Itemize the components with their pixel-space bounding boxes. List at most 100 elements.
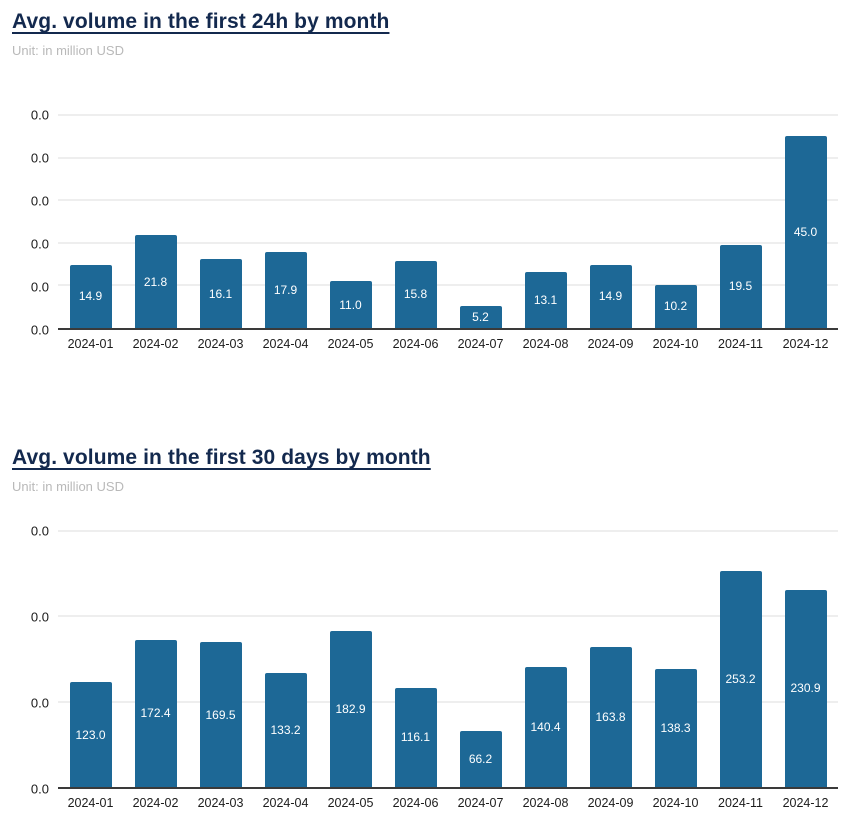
bar-value-label: 138.3: [660, 720, 691, 735]
bar-value-label: 182.9: [335, 701, 366, 716]
x-axis-label: 2024-09: [587, 796, 634, 810]
bar-2024-06: 15.8 2024-06: [393, 260, 438, 351]
bar-2024-07: 66.2 2024-07: [458, 730, 503, 810]
bar-value-label: 172.4: [140, 706, 171, 721]
gridline: [58, 615, 838, 617]
bar-value-label: 17.9: [273, 282, 298, 297]
bar-value-label: 123.0: [75, 727, 106, 742]
x-axis-label: 2024-12: [782, 796, 829, 810]
bar-value-label: 13.1: [533, 293, 558, 308]
plot-area-30d: 123.0 2024-01 172.4 2024-02 169.5 2024-03 133.…: [58, 530, 838, 810]
bar-2024-11: 19.5 2024-11: [718, 244, 763, 351]
bars-24h: 14.9 2024-01 21.8 2024-02 16.1 2024-03 17.9 202…: [58, 115, 838, 351]
bar-2024-05: 182.9 2024-05: [328, 630, 373, 810]
chart-subtitle-30d: Unit: in million USD: [12, 479, 124, 494]
bar-value-label: 253.2: [725, 671, 756, 686]
y-axis-tick-label: 0.0: [30, 279, 49, 295]
bar-value-label: 163.8: [595, 710, 626, 725]
chart-title-30d: Avg. volume in the first 30 days by mont…: [12, 446, 431, 469]
bar-value-label: 45.0: [793, 225, 818, 240]
bar-value-label: 5.2: [472, 309, 489, 324]
x-axis-label: 2024-08: [522, 337, 569, 351]
bar-value-label: 21.8: [143, 274, 168, 289]
bar-value-label: 230.9: [790, 681, 821, 696]
x-axis-label: 2024-10: [652, 337, 699, 351]
x-axis-label: 2024-07: [457, 337, 504, 351]
bar-value-label: 140.4: [530, 720, 561, 735]
y-axis-30d: 0.0 0.0 0.0 0.0: [12, 525, 58, 796]
bars-30d: 123.0 2024-01 172.4 2024-02 169.5 2024-03 133.…: [58, 531, 838, 810]
x-axis-label: 2024-05: [327, 796, 374, 810]
plot-area-24h: 14.9 2024-01 21.8 2024-02 16.1 2024-03 17.9 202…: [58, 114, 838, 351]
bar-value-label: 116.1: [400, 730, 431, 745]
x-axis-label: 2024-03: [197, 337, 244, 351]
y-axis-tick-label: 0.0: [30, 523, 49, 539]
gridline: [58, 157, 838, 159]
bar-value-label: 133.2: [270, 723, 301, 738]
x-axis-label: 2024-07: [457, 796, 504, 810]
bar-2024-01: 14.9 2024-01: [68, 264, 113, 351]
bar-value-label: 14.9: [78, 289, 103, 304]
x-axis-label: 2024-06: [392, 337, 439, 351]
bar-2024-08: 13.1 2024-08: [523, 272, 568, 351]
gridline: [58, 114, 838, 116]
bar-2024-03: 16.1 2024-03: [198, 259, 243, 351]
bar-value-label: 10.2: [663, 299, 688, 314]
bar-2024-04: 133.2 2024-04: [263, 673, 308, 810]
bar-2024-10: 138.3 2024-10: [653, 668, 698, 810]
x-axis-label: 2024-11: [718, 796, 763, 810]
bar-2024-10: 10.2 2024-10: [653, 284, 698, 351]
chart-section-24h: Avg. volume in the first 24h by month Un…: [0, 0, 855, 351]
x-axis-label: 2024-02: [132, 796, 179, 810]
y-axis-tick-label: 0.0: [30, 236, 49, 252]
x-axis-label: 2024-06: [392, 796, 439, 810]
y-axis-tick-label: 0.0: [30, 150, 49, 166]
bar-value-label: 15.8: [403, 287, 428, 302]
bar-2024-12: 230.9 2024-12: [783, 589, 828, 810]
y-axis-tick-label: 0.0: [30, 609, 49, 625]
gridlines-24h: [58, 114, 838, 328]
x-axis-label: 2024-05: [327, 337, 374, 351]
chart-title-24h: Avg. volume in the first 24h by month: [12, 10, 390, 33]
bar-chart-30d: 0.0 0.0 0.0 0.0 123.0 2024-01 172.4 2024-02 169…: [12, 525, 843, 810]
bar-2024-02: 172.4 2024-02: [133, 639, 178, 810]
y-axis-tick-label: 0.0: [30, 322, 49, 338]
bar-value-label: 11.0: [339, 297, 362, 312]
bar-2024-09: 14.9 2024-09: [588, 264, 633, 351]
x-axis-label: 2024-04: [262, 796, 309, 810]
x-axis-label: 2024-11: [718, 337, 763, 351]
bar-2024-02: 21.8 2024-02: [133, 235, 178, 351]
bar-chart-24h: 0.0 0.0 0.0 0.0 0.0 0.0 14.9 2024-01 21.8 2024-0…: [12, 109, 843, 351]
gridline: [58, 242, 838, 244]
x-axis-label: 2024-04: [262, 337, 309, 351]
bar-2024-04: 17.9 2024-04: [263, 251, 308, 351]
y-axis-tick-label: 0.0: [30, 781, 49, 797]
gridlines-30d: [58, 530, 838, 787]
x-axis-label: 2024-12: [782, 337, 829, 351]
y-axis-24h: 0.0 0.0 0.0 0.0 0.0 0.0: [12, 109, 58, 337]
y-axis-tick-label: 0.0: [30, 107, 49, 123]
gridline: [58, 199, 838, 201]
bar-2024-07: 5.2 2024-07: [458, 305, 503, 351]
bar-2024-06: 116.1 2024-06: [393, 687, 438, 810]
bar-2024-09: 163.8 2024-09: [588, 647, 633, 810]
x-axis-label: 2024-10: [652, 796, 699, 810]
bar-value-label: 14.9: [598, 289, 623, 304]
x-axis-label: 2024-03: [197, 796, 244, 810]
x-axis-label: 2024-01: [67, 796, 114, 810]
x-axis-label: 2024-01: [67, 337, 114, 351]
gridline: [58, 701, 838, 703]
y-axis-tick-label: 0.0: [30, 695, 49, 711]
x-axis-label: 2024-08: [522, 796, 569, 810]
bar-2024-11: 253.2 2024-11: [718, 570, 763, 810]
bar-value-label: 66.2: [468, 751, 493, 766]
gridline: [58, 284, 838, 286]
bar-value-label: 169.5: [205, 707, 236, 722]
chart-subtitle-24h: Unit: in million USD: [12, 43, 124, 58]
y-axis-tick-label: 0.0: [30, 193, 49, 209]
x-axis-label: 2024-09: [587, 337, 634, 351]
gridline: [58, 530, 838, 532]
x-axis-label: 2024-02: [132, 337, 179, 351]
bar-value-label: 19.5: [728, 279, 753, 294]
